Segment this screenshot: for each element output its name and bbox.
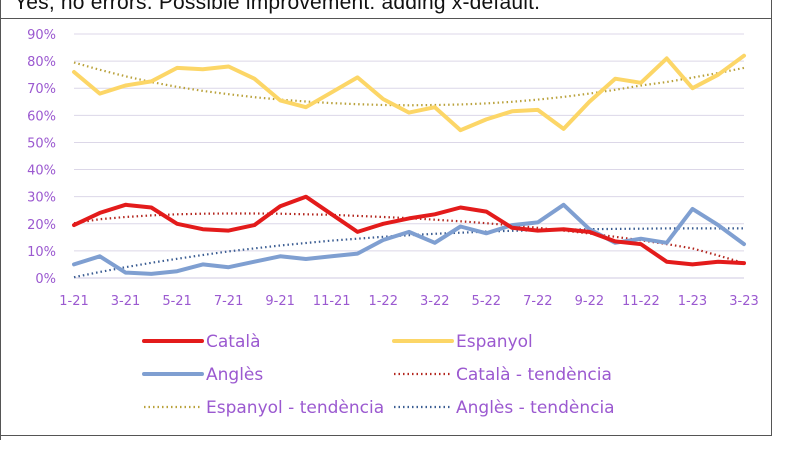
x-tick-label: 1-23 bbox=[678, 294, 708, 309]
table-border-left bbox=[0, 0, 1, 440]
x-tick-label: 1-21 bbox=[59, 294, 89, 309]
x-tick-label: 11-22 bbox=[622, 294, 660, 309]
x-tick-label: 9-21 bbox=[265, 294, 295, 309]
legend-label: Català bbox=[206, 332, 261, 352]
series-line-angles-trend bbox=[73, 227, 744, 279]
x-tick-label: 3-21 bbox=[111, 294, 141, 309]
legend-item-espanyol: Espanyol bbox=[392, 332, 533, 352]
line-chart: 0% 10% 20% 30% 40% 50% 60% 70% 80% 90% 1-21 3-21 5-… bbox=[22, 20, 770, 434]
table-border-right bbox=[771, 0, 772, 436]
y-tick-label: 40% bbox=[27, 164, 56, 179]
legend-item-espanyol-trend: Espanyol - tendència bbox=[144, 398, 384, 418]
x-tick-label: 1-22 bbox=[368, 294, 398, 309]
x-tick-label: 11-21 bbox=[313, 294, 351, 309]
legend-label: Català - tendència bbox=[456, 365, 612, 385]
y-tick-label: 0% bbox=[35, 272, 56, 287]
series-line-catala bbox=[72, 194, 746, 267]
legend-label: Espanyol - tendència bbox=[206, 398, 384, 418]
series-layer bbox=[72, 53, 746, 279]
x-tick-label: 3-23 bbox=[729, 294, 759, 309]
x-tick-label: 3-22 bbox=[420, 294, 450, 309]
y-tick-label: 20% bbox=[27, 218, 56, 233]
series-line-espanyol bbox=[72, 53, 746, 133]
x-tick-label: 5-22 bbox=[472, 294, 502, 309]
series-line-angles bbox=[72, 202, 746, 276]
y-tick-label: 60% bbox=[27, 109, 56, 124]
y-tick-label: 30% bbox=[27, 191, 56, 206]
legend-item-angles: Anglès bbox=[142, 365, 263, 385]
legend-label: Anglès - tendència bbox=[456, 398, 615, 418]
y-tick-label: 90% bbox=[27, 28, 56, 43]
caption-text: Yes, no errors. Possible improvement: ad… bbox=[14, 0, 541, 14]
table-border-bottom bbox=[0, 435, 772, 436]
y-axis-ticks: 0% 10% 20% 30% 40% 50% 60% 70% 80% 90% bbox=[27, 28, 56, 287]
legend-item-angles-trend: Anglès - tendència bbox=[394, 398, 615, 418]
y-tick-label: 50% bbox=[27, 136, 56, 151]
table-border-top bbox=[0, 18, 772, 19]
y-tick-label: 70% bbox=[27, 82, 56, 97]
x-tick-label: 7-21 bbox=[214, 294, 244, 309]
y-tick-label: 10% bbox=[27, 245, 56, 260]
legend-item-catala: Català bbox=[142, 332, 261, 352]
legend: Català Espanyol Anglès Català - tendència Es… bbox=[142, 332, 615, 418]
x-tick-label: 5-21 bbox=[162, 294, 192, 309]
series-line-espanyol-trend bbox=[73, 61, 745, 107]
x-tick-label: 9-22 bbox=[575, 294, 605, 309]
x-axis-ticks: 1-21 3-21 5-21 7-21 9-21 11-21 1-22 3-22 5-22 7-2… bbox=[59, 294, 759, 309]
legend-item-catala-trend: Català - tendència bbox=[394, 365, 612, 385]
x-tick-label: 7-22 bbox=[523, 294, 553, 309]
legend-label: Espanyol bbox=[456, 332, 533, 352]
legend-label: Anglès bbox=[206, 365, 263, 385]
y-tick-label: 80% bbox=[27, 55, 56, 70]
chart-svg: 0% 10% 20% 30% 40% 50% 60% 70% 80% 90% 1-21 3-21 5-… bbox=[27, 28, 759, 418]
